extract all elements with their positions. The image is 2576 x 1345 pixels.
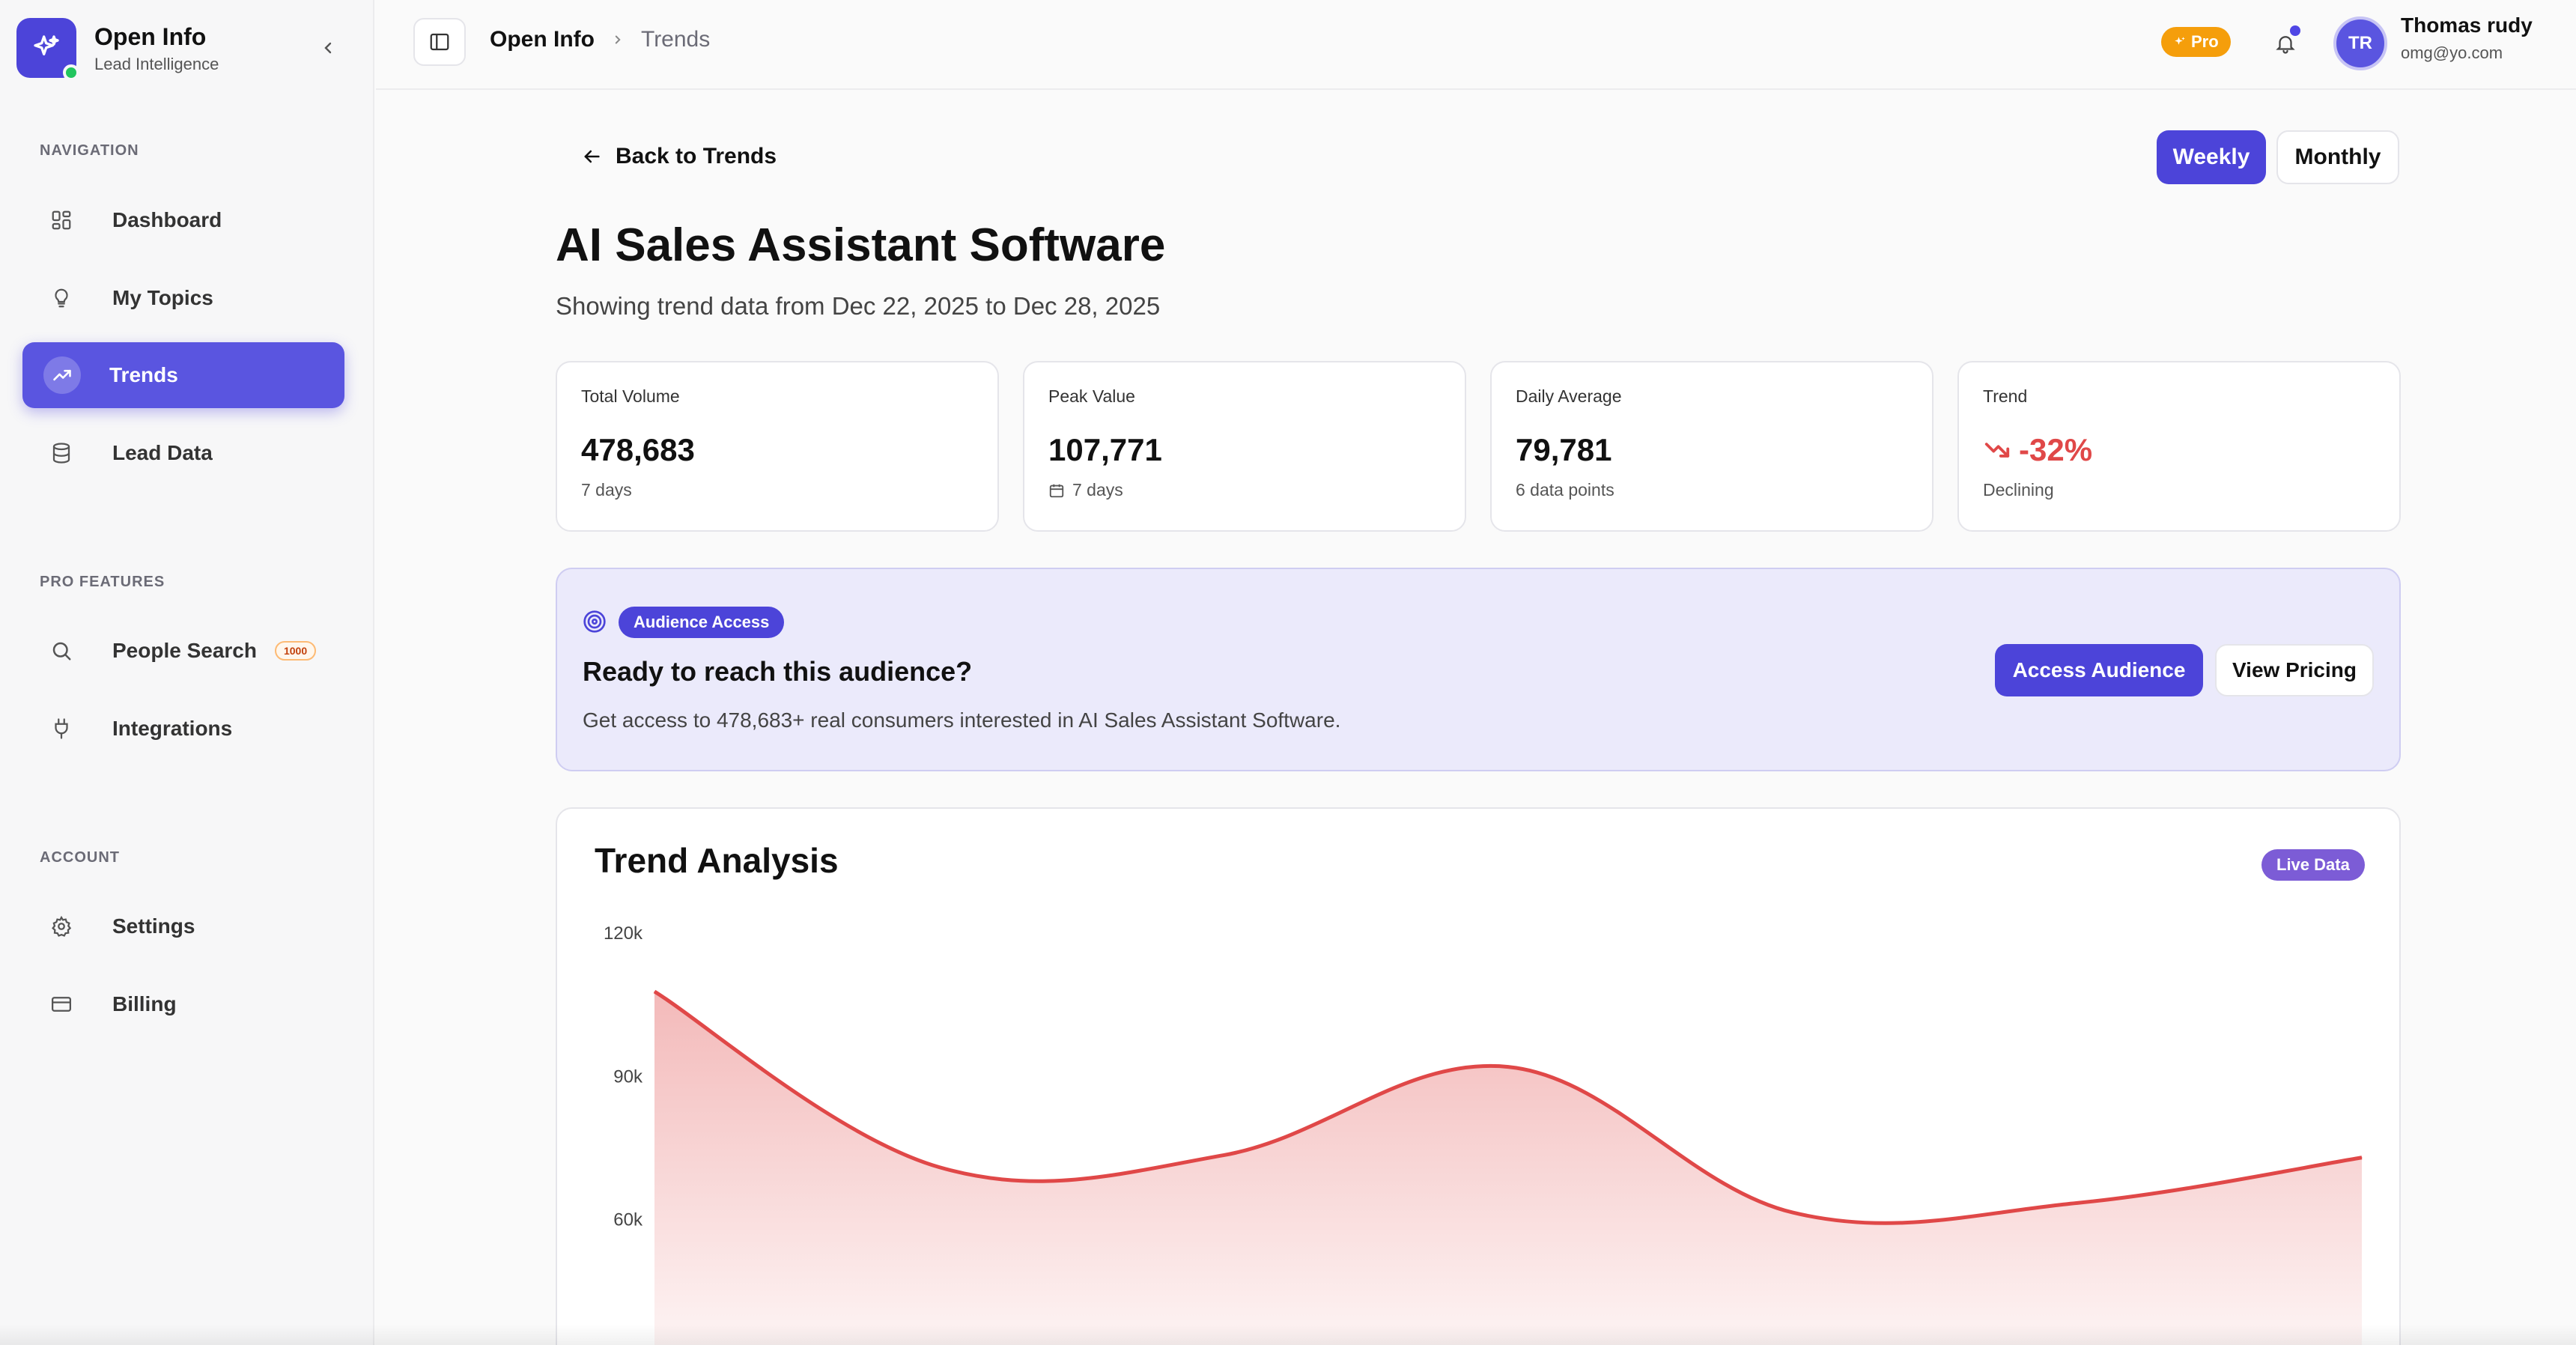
grid-icon (48, 207, 75, 234)
trend-area-chart: 30k60k90k120k (604, 923, 2363, 1345)
arrow-left-icon (581, 145, 604, 168)
sidebar-item-my-topics[interactable]: My Topics (22, 265, 344, 331)
stat-footnote: 6 data points (1516, 480, 1614, 500)
weekly-toggle-button[interactable]: Weekly (2157, 130, 2266, 184)
chart-title: Trend Analysis (595, 841, 839, 880)
stat-card-peak-value: Peak Value 107,771 7 days (1023, 361, 1466, 532)
stat-label: Total Volume (581, 386, 680, 406)
back-link-label: Back to Trends (616, 144, 777, 168)
collapse-sidebar-button[interactable] (313, 33, 343, 63)
stat-card-total-volume: Total Volume 478,683 7 days (556, 361, 999, 532)
stat-value: 478,683 (581, 432, 695, 467)
data-point[interactable] (654, 991, 655, 992)
gear-icon (48, 913, 75, 940)
trend-analysis-card: Trend Analysis Live Data 30k60k90k120k (556, 807, 2401, 1345)
user-name: Thomas rudy (2401, 13, 2533, 37)
people-search-count-badge: 1000 (274, 641, 317, 661)
audience-title: Ready to reach this audience? (583, 656, 973, 687)
audience-access-banner: Audience Access Ready to reach this audi… (556, 568, 2401, 771)
top-header: Open Info Trends Pro TR Thomas rudy omg@… (376, 0, 2576, 90)
stat-value: 107,771 (1048, 432, 1162, 467)
y-tick-label: 120k (604, 923, 643, 944)
sidebar-item-integrations[interactable]: Integrations (22, 696, 344, 762)
stat-label: Daily Average (1516, 386, 1622, 406)
pro-badge-label: Pro (2191, 32, 2219, 51)
sidebar-item-label: People Search (112, 639, 257, 662)
stat-footnote: 7 days (581, 480, 632, 500)
brand-title: Open Info (94, 23, 207, 50)
data-point[interactable] (938, 1167, 940, 1168)
notification-dot (2290, 25, 2300, 36)
sidebar-item-settings[interactable]: Settings (22, 893, 344, 959)
stat-footnote: 7 days (1072, 480, 1123, 500)
y-tick-label: 90k (613, 1066, 643, 1087)
stat-label: Peak Value (1048, 386, 1135, 406)
stat-card-daily-average: Daily Average 79,781 6 data points (1490, 361, 1933, 532)
sidebar-item-lead-data[interactable]: Lead Data (22, 420, 344, 486)
toggle-sidebar-button[interactable] (413, 18, 466, 66)
calendar-icon (1049, 484, 1064, 497)
chevron-left-icon (324, 42, 332, 54)
stat-footnote: Declining (1983, 480, 2054, 500)
breadcrumb: Open Info Trends (490, 27, 710, 52)
target-icon (583, 610, 606, 633)
online-status-dot (63, 64, 79, 81)
chevron-right-icon (611, 28, 625, 52)
user-email: omg@yo.com (2401, 43, 2503, 62)
stat-value: -32% (2019, 432, 2093, 467)
pro-badge[interactable]: Pro (2161, 27, 2231, 57)
monthly-toggle-button[interactable]: Monthly (2276, 130, 2399, 184)
sidebar-item-people-search[interactable]: People Search 1000 (22, 618, 344, 684)
sidebar-item-dashboard[interactable]: Dashboard (22, 187, 344, 253)
nav-section-pro-features: PRO FEATURES (40, 574, 165, 590)
sidebar-item-label: Lead Data (112, 441, 213, 464)
audience-access-badge: Audience Access (619, 607, 785, 638)
brand-subtitle: Lead Intelligence (94, 55, 219, 73)
sidebar-item-label: Billing (112, 992, 177, 1015)
stat-value: 79,781 (1516, 432, 1612, 467)
data-point[interactable] (1507, 1066, 1509, 1068)
sidebar: Open Info Lead Intelligence NAVIGATION D… (0, 0, 374, 1345)
brand-logo (16, 18, 79, 81)
bottom-shadow (0, 1324, 2576, 1345)
bell-icon (2276, 36, 2295, 54)
sidebar-item-label: Dashboard (112, 208, 222, 231)
sidebar-item-trends[interactable]: Trends (22, 342, 344, 408)
sidebar-item-label: Integrations (112, 717, 233, 740)
breadcrumb-trends: Trends (640, 27, 711, 52)
y-tick-label: 60k (613, 1210, 643, 1230)
notifications-button[interactable] (2267, 25, 2303, 61)
trending-up-icon (43, 356, 81, 394)
search-icon (48, 637, 75, 664)
page-subtitle: Showing trend data from Dec 22, 2025 to … (556, 292, 1161, 320)
lightbulb-icon (48, 285, 75, 312)
nav-section-account: ACCOUNT (40, 849, 120, 866)
avatar[interactable]: TR (2333, 16, 2387, 70)
trending-down-icon (1984, 443, 2010, 458)
page-title: AI Sales Assistant Software (556, 219, 1166, 271)
stat-label: Trend (1983, 386, 2028, 406)
sidebar-item-billing[interactable]: Billing (22, 971, 344, 1037)
view-pricing-button[interactable]: View Pricing (2215, 644, 2374, 696)
sidebar-item-label: My Topics (112, 286, 213, 309)
back-to-trends-link[interactable]: Back to Trends (581, 144, 777, 169)
sidebar-item-label: Trends (109, 363, 178, 386)
stat-card-trend: Trend -32% Declining (1957, 361, 2401, 532)
breadcrumb-open-info[interactable]: Open Info (490, 27, 595, 52)
plug-icon (48, 715, 75, 742)
access-audience-button[interactable]: Access Audience (1995, 644, 2203, 696)
sidebar-item-label: Settings (112, 914, 195, 938)
data-point[interactable] (2361, 1157, 2363, 1159)
sidebar-panel-icon (430, 33, 449, 51)
audience-description: Get access to 478,683+ real consumers in… (583, 708, 1341, 732)
brand[interactable]: Open Info Lead Intelligence (16, 18, 219, 81)
chart-area-fill (654, 991, 2362, 1345)
credit-card-icon (48, 991, 75, 1018)
sparkles-icon (2175, 37, 2185, 45)
database-icon (48, 440, 75, 467)
live-data-badge: Live Data (2261, 849, 2365, 881)
nav-section-navigation: NAVIGATION (40, 142, 139, 159)
sparkles-icon (34, 35, 59, 56)
